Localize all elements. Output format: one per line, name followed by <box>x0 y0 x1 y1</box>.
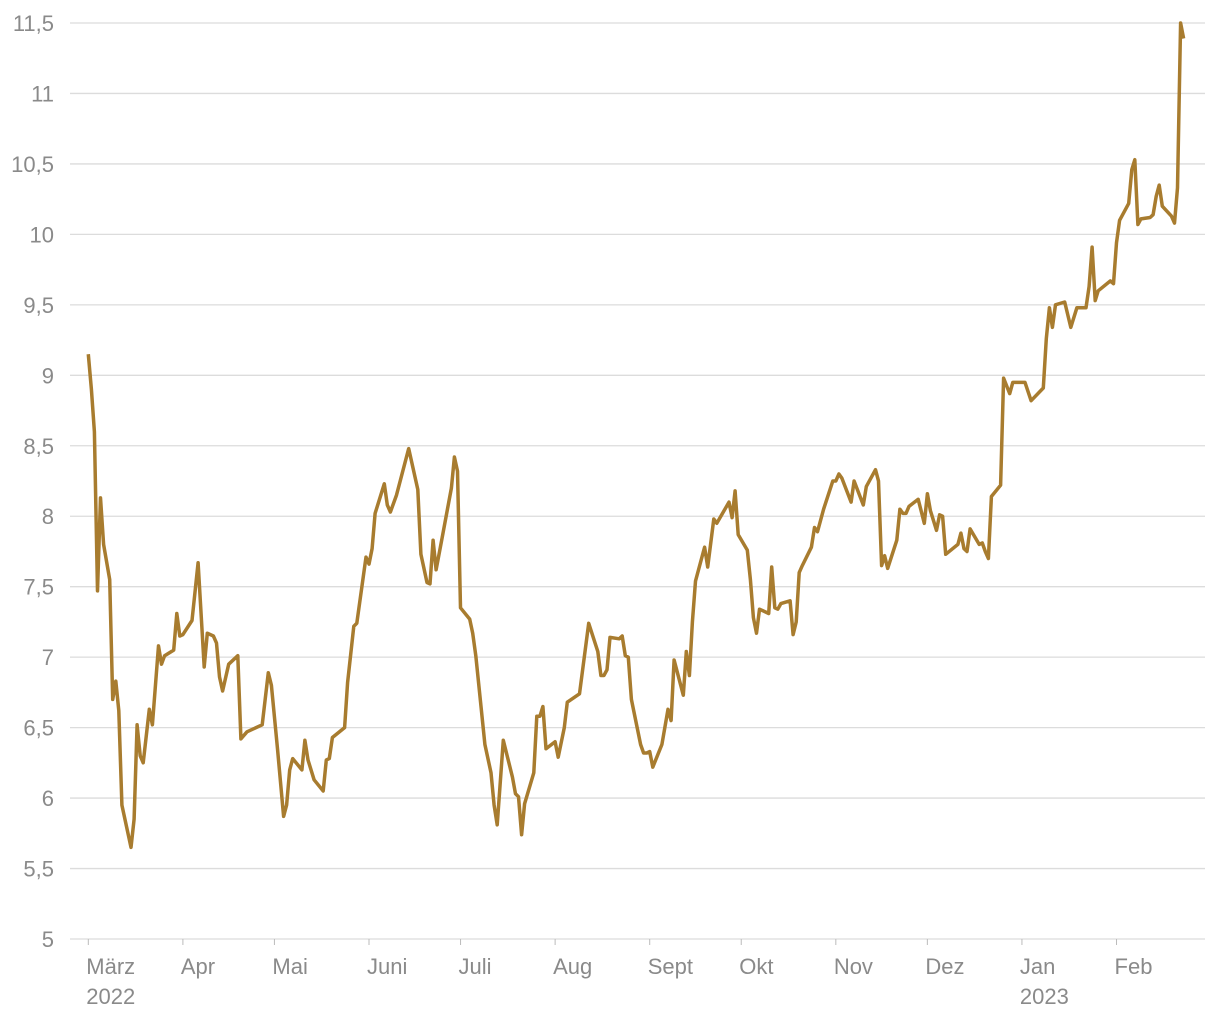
x-tick-label: Sept <box>648 954 693 979</box>
x-tick-label-line: Feb <box>1115 954 1153 979</box>
x-tick-label: Nov <box>834 954 873 979</box>
x-tick-label: Mai <box>272 954 307 979</box>
x-tick-label: März 2022 <box>86 954 135 1009</box>
x-tick-label-line: Nov <box>834 954 873 979</box>
x-tick-label: Dez <box>925 954 964 979</box>
y-tick-label: 9 <box>42 363 54 388</box>
x-tick-label-line: Dez <box>925 954 964 979</box>
y-tick-label: 7 <box>42 645 54 670</box>
y-tick-label: 10 <box>30 222 54 247</box>
x-tick-label-line: 2023 <box>1020 984 1069 1009</box>
x-tick-label-line: Juli <box>459 954 492 979</box>
x-tick-label-line: Mai <box>272 954 307 979</box>
y-tick-label: 10,5 <box>11 152 54 177</box>
x-tick-label-line: Aug <box>553 954 592 979</box>
x-tick-label: Aug <box>553 954 592 979</box>
x-tick-label-line: 2022 <box>86 984 135 1009</box>
y-tick-label: 7,5 <box>23 575 54 600</box>
x-tick-label: Jan 2023 <box>1020 954 1069 1009</box>
x-tick-label-line: März <box>86 954 135 979</box>
x-tick-label: Apr <box>181 954 215 979</box>
x-tick-label-line: Sept <box>648 954 693 979</box>
x-tick-label-line: Okt <box>739 954 773 979</box>
y-tick-label: 5,5 <box>23 857 54 882</box>
data-line <box>86 21 1186 850</box>
x-tick-label: Feb <box>1115 954 1153 979</box>
y-tick-label: 8 <box>42 504 54 529</box>
x-tick-label: Juni <box>367 954 407 979</box>
x-tick-label: Juli <box>459 954 492 979</box>
y-tick-label: 6,5 <box>23 716 54 741</box>
x-tick-label-line: Jan <box>1020 954 1055 979</box>
y-tick-label: 5 <box>42 927 54 952</box>
y-tick-label: 8,5 <box>23 434 54 459</box>
x-tick-label: Okt <box>739 954 773 979</box>
x-tick-label-line: Apr <box>181 954 215 979</box>
y-tick-label: 11 <box>31 81 54 106</box>
y-tick-label: 6 <box>42 786 54 811</box>
x-tick-label-line: Juni <box>367 954 407 979</box>
y-tick-label: 9,5 <box>23 293 54 318</box>
y-tick-label: 11,5 <box>13 11 54 36</box>
